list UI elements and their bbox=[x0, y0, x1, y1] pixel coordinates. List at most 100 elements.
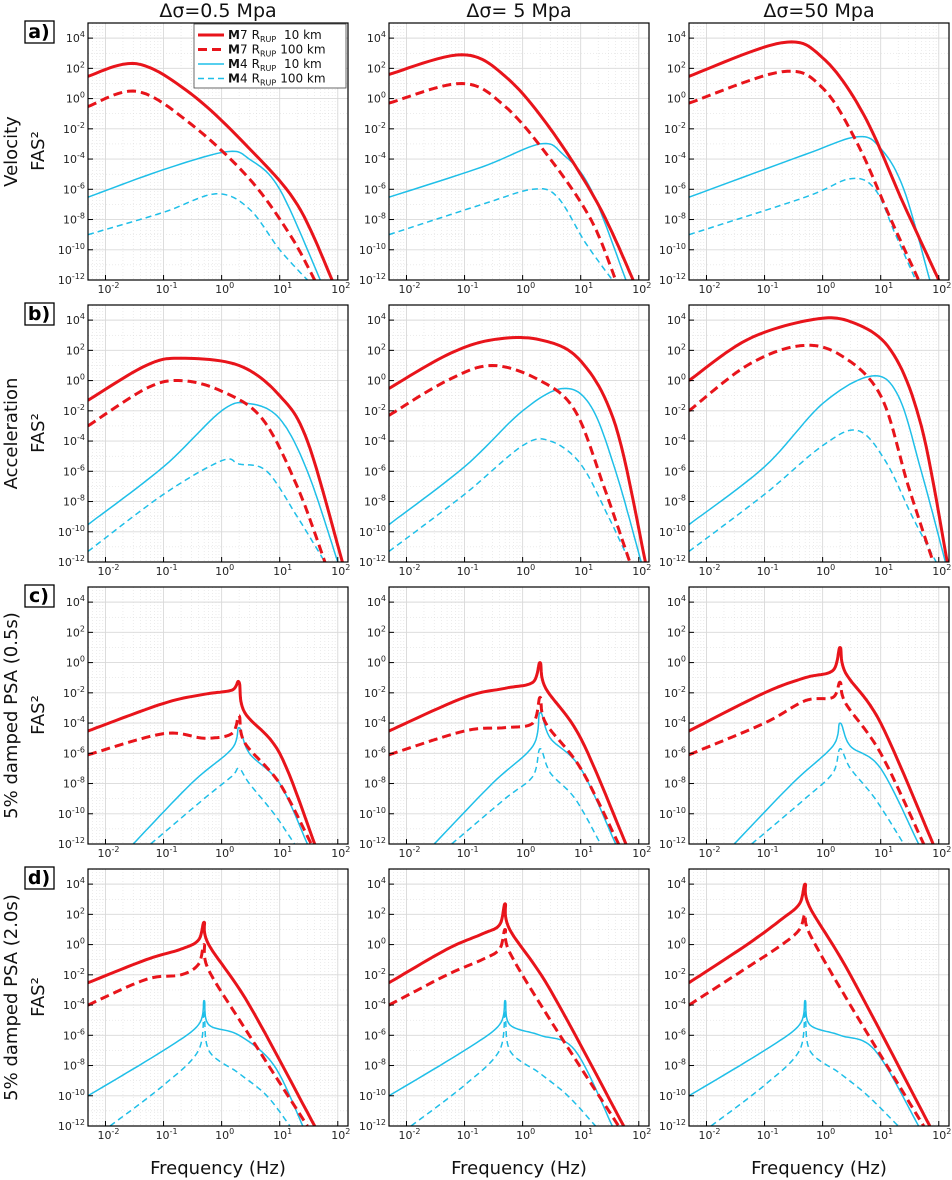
panel-tag-label: a) bbox=[28, 21, 50, 43]
x-axis-label: Frequency (Hz) bbox=[751, 1158, 887, 1179]
x-tick-label: 101 bbox=[574, 1127, 593, 1142]
series-line-m4-rrup-10-km bbox=[88, 401, 339, 562]
series-line-m4-rrup-10-km bbox=[689, 999, 920, 1126]
y-tick-label: 10-12 bbox=[359, 836, 386, 851]
y-tick-label: 10-2 bbox=[63, 403, 85, 418]
x-tick-label: 100 bbox=[215, 845, 234, 860]
y-tick-label: 10-8 bbox=[664, 494, 686, 509]
row-title: 5% damped PSA (2.0s) bbox=[1, 894, 22, 1101]
y-tick-label: 104 bbox=[66, 594, 85, 609]
axes-frame bbox=[688, 586, 950, 845]
x-tick-label: 101 bbox=[574, 281, 593, 296]
y-tick-label: 10-10 bbox=[58, 1088, 85, 1103]
x-tick-label: 101 bbox=[574, 563, 593, 578]
y-tick-label: 10-6 bbox=[664, 1027, 686, 1042]
series-line-m4-rrup-100-km bbox=[88, 458, 326, 562]
x-tick-label: 10-1 bbox=[156, 281, 178, 296]
x-tick-label: 10-2 bbox=[698, 1127, 720, 1142]
panel-tag-box bbox=[24, 302, 55, 326]
series-line-m4-rrup-100-km bbox=[389, 188, 613, 280]
x-tick-label: 10-2 bbox=[97, 845, 119, 860]
y-tick-label: 100 bbox=[667, 655, 686, 670]
y-tick-label: 102 bbox=[66, 906, 85, 921]
y-tick-label: 10-12 bbox=[58, 1118, 85, 1133]
y-tick-label: 102 bbox=[667, 342, 686, 357]
series-line-m7-rrup-100-km bbox=[689, 343, 935, 562]
grid bbox=[87, 868, 348, 1127]
panel-tag: b) bbox=[24, 302, 55, 326]
y-tick-label: 100 bbox=[367, 937, 386, 952]
y-axis-label: FAS² bbox=[28, 977, 49, 1017]
grid bbox=[388, 22, 649, 281]
x-tick-label: 100 bbox=[516, 845, 535, 860]
row-title: Acceleration bbox=[1, 378, 22, 490]
series-line-m7-rrup-10-km bbox=[389, 661, 628, 844]
grid bbox=[87, 304, 348, 563]
y-tick-label: 10-2 bbox=[364, 967, 386, 982]
panel: 10-12 10-10 10-8 10-6 10-4 10-2 100 102 104 10-2 1… bbox=[359, 868, 651, 1142]
y-tick-label: 102 bbox=[667, 624, 686, 639]
y-tick-label: 10-12 bbox=[659, 1118, 686, 1133]
x-tick-label: 102 bbox=[632, 1127, 651, 1142]
axes-frame bbox=[87, 586, 349, 845]
y-tick-label: 10-6 bbox=[63, 745, 85, 760]
y-tick-label: 10-6 bbox=[364, 181, 386, 196]
x-tick-label: 101 bbox=[874, 281, 893, 296]
series-line-m4-rrup-10-km bbox=[689, 375, 947, 562]
y-tick-label: 10-4 bbox=[63, 997, 85, 1012]
series-group bbox=[689, 646, 935, 844]
x-tick-label: 10-2 bbox=[97, 281, 119, 296]
panel-tag: d) bbox=[24, 866, 55, 890]
y-tick-label: 10-10 bbox=[659, 1088, 686, 1103]
y-tick-label: 10-12 bbox=[359, 1118, 386, 1133]
x-tick-label: 10-2 bbox=[97, 563, 119, 578]
x-tick-label: 102 bbox=[932, 1127, 951, 1142]
y-tick-label: 10-2 bbox=[63, 121, 85, 136]
series-line-m4-rrup-100-km bbox=[389, 438, 631, 562]
column-title: Δσ=0.5 Mpa bbox=[159, 0, 276, 22]
panel-tag-box bbox=[24, 20, 55, 44]
y-tick-label: 10-10 bbox=[58, 242, 85, 257]
panel-tag-label: d) bbox=[28, 867, 50, 889]
series-line-m4-rrup-10-km bbox=[389, 387, 642, 562]
x-tick-label: 10-2 bbox=[398, 281, 420, 296]
series-line-m7-rrup-100-km bbox=[88, 89, 317, 280]
x-tick-label: 102 bbox=[932, 563, 951, 578]
y-tick-label: 10-2 bbox=[664, 121, 686, 136]
series-line-m4-rrup-100-km bbox=[410, 1008, 597, 1126]
series-group bbox=[389, 336, 647, 562]
x-tick-label: 10-1 bbox=[457, 1127, 479, 1142]
y-tick-label: 10-10 bbox=[58, 806, 85, 821]
x-tick-label: 102 bbox=[932, 845, 951, 860]
y-tick-label: 10-8 bbox=[63, 1058, 85, 1073]
y-tick-label: 104 bbox=[367, 876, 386, 891]
panel: 10-12 10-10 10-8 10-6 10-4 10-2 100 102 104 10-2 1… bbox=[359, 304, 651, 578]
legend-entry: M4 RRUP 100 km bbox=[228, 72, 326, 88]
panel: 10-12 10-10 10-8 10-6 10-4 10-2 100 102 104 10-2 1… bbox=[659, 868, 951, 1142]
y-tick-label: 100 bbox=[66, 937, 85, 952]
series-line-m4-rrup-100-km bbox=[150, 767, 296, 844]
y-tick-label: 100 bbox=[66, 91, 85, 106]
x-tick-label: 100 bbox=[215, 1127, 234, 1142]
y-tick-label: 10-8 bbox=[664, 776, 686, 791]
y-tick-label: 102 bbox=[667, 60, 686, 75]
x-tick-label: 101 bbox=[574, 845, 593, 860]
x-axis-label: Frequency (Hz) bbox=[150, 1158, 286, 1179]
y-tick-label: 104 bbox=[367, 312, 386, 327]
axes-frame bbox=[87, 304, 349, 563]
x-axis-label: Frequency (Hz) bbox=[451, 1158, 587, 1179]
y-tick-label: 10-10 bbox=[359, 1088, 386, 1103]
y-tick-label: 10-8 bbox=[364, 1058, 386, 1073]
y-tick-label: 10-2 bbox=[664, 403, 686, 418]
x-tick-label: 100 bbox=[816, 281, 835, 296]
y-tick-label: 10-4 bbox=[364, 151, 386, 166]
x-tick-label: 10-2 bbox=[698, 281, 720, 296]
column-titles: Δσ=0.5 Mpa Δσ= 5 Mpa Δσ=50 Mpa bbox=[159, 0, 874, 22]
panel: 10-12 10-10 10-8 10-6 10-4 10-2 100 102 104 10-2 1… bbox=[24, 866, 350, 1142]
y-tick-label: 10-8 bbox=[664, 1058, 686, 1073]
series-line-m7-rrup-100-km bbox=[88, 943, 309, 1126]
series-line-m4-rrup-10-km bbox=[132, 726, 309, 844]
legend-entry: M7 RRUP 10 km bbox=[228, 28, 322, 44]
